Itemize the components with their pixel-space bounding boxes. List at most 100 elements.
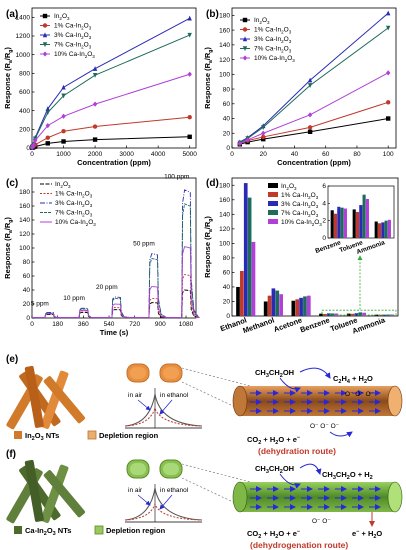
response-curve [32, 189, 200, 319]
y-tick-label: 1200 [16, 33, 31, 40]
legend-marker [242, 17, 248, 23]
data-point [61, 93, 66, 99]
bar [251, 241, 256, 316]
y-tick-label: 40 [223, 116, 231, 123]
x-tick-label: 0 [230, 151, 234, 158]
panel-label-f: (f) [6, 449, 16, 460]
panel-label-d: (d) [206, 178, 219, 189]
legend-depletion-e: Depletion region [99, 431, 159, 440]
x-axis-label: Concentration (ppm) [77, 158, 151, 167]
legend-entry: 10% Ca-In2O3 [55, 219, 96, 227]
inset-bar [340, 207, 344, 238]
bar [326, 313, 331, 316]
bar [323, 313, 327, 316]
data-point [61, 139, 66, 144]
bar [279, 294, 283, 316]
barrier-air-f [124, 487, 203, 521]
bar [362, 312, 366, 316]
bar [350, 313, 355, 316]
panel-label-c: (c) [6, 178, 18, 189]
inset-bar [337, 206, 341, 238]
route-label-f: (dehydrogenation route) [250, 540, 348, 550]
x-axis-label: Time (s) [100, 328, 129, 337]
inset-y-tick: 6 [322, 183, 326, 190]
legend-swatch-nt-f [14, 526, 22, 534]
legend-swatch [268, 183, 278, 188]
plot-frame [31, 177, 197, 319]
product-right-f: e− + H2O [352, 529, 382, 540]
data-point [245, 137, 250, 143]
pulse-label: 100 ppm [164, 174, 189, 181]
y-tick-label: 180 [219, 182, 230, 189]
y-tick-label: 160 [219, 27, 230, 34]
barrier-ethanol-f [124, 502, 203, 521]
chart-c: 0 180 360 540 720 900 1080 0 20 40 60 80 100 120 140 16… [3, 174, 201, 337]
legend-swatch [268, 201, 278, 206]
y-tick-label: 0 [226, 145, 230, 152]
panel-label-a: (a) [6, 9, 18, 20]
legend-nt-f: Ca-In2O3 NTs [25, 526, 71, 537]
legend-marker [42, 13, 48, 19]
y-tick-label: 160 [19, 203, 30, 210]
y-tick-label: 1400 [16, 15, 31, 22]
y-tick-label: 60 [223, 101, 231, 108]
legend-depletion-f: Depletion region [106, 526, 166, 535]
x-tick-label: 1000 [56, 151, 71, 158]
y-tick-label: 180 [219, 13, 230, 20]
legend-entry: In2O3 [54, 13, 70, 21]
y-tick-label: 1000 [16, 52, 31, 59]
x-tick-label: 80 [353, 151, 361, 158]
legend-entry: 3% Ca-In2O3 [281, 201, 319, 209]
y-tick-label: 60 [223, 270, 231, 277]
legend-entry: 7% Ca-In2O3 [55, 210, 93, 218]
data-point [92, 124, 98, 129]
bar [263, 301, 268, 316]
legend-entry: 1% Ca-In2O3 [281, 192, 319, 200]
tube-e [232, 385, 403, 417]
inset-bar [359, 205, 363, 238]
x-tick-label: 720 [129, 321, 140, 328]
series-line [31, 136, 190, 149]
category-label: Methanol [242, 315, 276, 335]
bar [303, 296, 307, 316]
plot-frame [31, 7, 197, 149]
chart-b: 0 20 40 60 80 100 0 20 40 60 80 100 120 140 160 180 In2O… [203, 7, 397, 167]
inset-y-tick: 0 [322, 235, 326, 242]
x-tick-label: 60 [322, 151, 330, 158]
inset-bar [355, 212, 360, 238]
y-tick-label: 120 [219, 226, 230, 233]
product-bottom-e: CO2 + H2O + e− [247, 435, 300, 446]
legend-swatch-depletion-e [87, 430, 97, 440]
y-axis-label: Response (Ra/Rg) [203, 47, 214, 109]
barrier-air-e [124, 393, 203, 427]
data-point [187, 15, 192, 21]
x-axis-label: Concentration (ppm) [277, 158, 351, 167]
o-minus-bottom-e: O⁻ O⁻ O⁻ [310, 423, 340, 430]
data-point [385, 70, 391, 76]
y-tick-label: 400 [19, 108, 30, 115]
x-tick-label: 20 [260, 151, 268, 158]
product-top-e: C2H4 + H2O [333, 374, 373, 385]
legend-entry: 10% Ca-In2O3 [254, 55, 295, 63]
y-tick-label: 600 [19, 89, 30, 96]
y-axis-label: Response (Ra/Rg) [3, 217, 14, 279]
legend-entry: In2O3 [55, 181, 71, 189]
bar [271, 288, 276, 316]
x-tick-label: 540 [104, 321, 115, 328]
legend-marker [42, 23, 48, 28]
legend-swatch-depletion-f [94, 525, 104, 535]
inset-bar [377, 223, 382, 238]
x-tick-label: 900 [155, 321, 166, 328]
inset-bar [333, 213, 338, 238]
data-point [61, 129, 66, 134]
x-tick-label: 100 [383, 151, 394, 158]
ca-in2o3-nanotubes-icon [6, 459, 86, 524]
bar [306, 295, 311, 316]
y-tick-label: 60 [23, 273, 31, 280]
data-point [187, 71, 192, 77]
bar [240, 270, 244, 316]
data-point [187, 115, 192, 120]
bar [247, 197, 252, 316]
y-tick-label: 120 [19, 231, 30, 238]
data-point [307, 125, 313, 130]
